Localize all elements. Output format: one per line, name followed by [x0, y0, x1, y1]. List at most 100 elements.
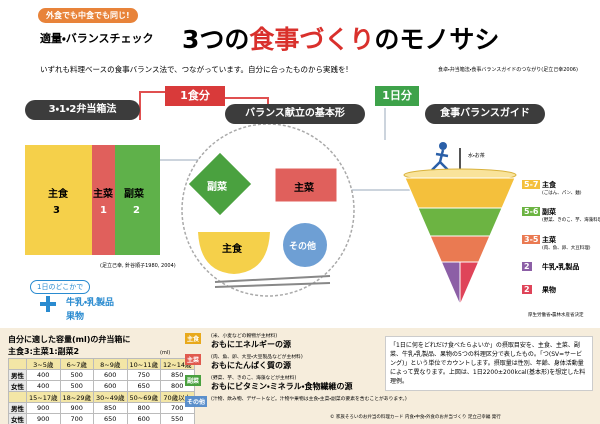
pill: 1日のどこかで — [30, 280, 91, 294]
title-part: 食事づくり — [249, 25, 375, 54]
bento-ratio: 1 — [100, 205, 107, 216]
extra-item: 牛乳・乳製品 — [66, 298, 115, 308]
legend-row: 副菜 (野菜、芋、きのこ、海藻などが主材料) おもにビタミン・ミネラル・食物繊維の源 — [185, 374, 375, 395]
legend-tag: 主食 — [185, 333, 202, 344]
guide-sv: 5-7 — [522, 180, 541, 189]
table-cell: 800 — [126, 402, 161, 414]
table-cell: 500 — [59, 380, 94, 392]
table-row: 女性 900 700 650 600 550 — [8, 413, 195, 424]
guide-note: (ごはん、パン、麺) — [542, 191, 582, 196]
guide-name: 副菜 — [542, 208, 556, 216]
banner: 食事バランスガイド — [425, 104, 545, 124]
legend-row: その他 (汁物、飲み物、デザートなど。汁物や果物は主食・主菜・副菜の要素を含むこと… — [185, 395, 407, 416]
plate-label: 主食 — [222, 244, 242, 255]
table-title: 自分に適した容量(ml)の弁当箱に — [8, 335, 131, 344]
legend-note: (米、小麦などの穀物が主材料) — [211, 334, 278, 339]
table-cell: 900 — [26, 413, 61, 424]
legend-note: (汁物、飲み物、デザートなど。汁物や果物は主食・主菜・副菜の要素を含むことがあり… — [211, 397, 407, 402]
explanation: 「1日に何をどれだけ食べたらよいか」の摂取目安を、主食、主菜、副菜、牛乳・乳製品… — [385, 336, 593, 391]
table-header: 30~49歳 — [93, 391, 128, 403]
legend-tag: その他 — [185, 396, 208, 407]
table-unit: (ml) — [160, 350, 171, 356]
guide-sv: 2 — [522, 285, 532, 294]
guide-top: 水・お茶 — [468, 153, 485, 159]
guide-note: (野菜、きのこ、芋、海藻料理) — [542, 218, 600, 223]
bento-table: 3~5歳 6~7歳 8~9歳 10~11歳 12~14歳 男性 400 500 600 750 85… — [8, 358, 195, 424]
table-cell: 750 — [126, 369, 161, 381]
table-header: 18~29歳 — [59, 391, 94, 403]
legend-row: 主食 (米、小麦などの穀物が主材料) おもにエネルギーの源 — [185, 332, 375, 353]
table-header: 50~69歳 — [126, 391, 161, 403]
legend-text: おもにビタミン・ミネラル・食物繊維の源 — [211, 382, 353, 391]
banner: 1日分 — [375, 86, 419, 106]
table-row: 男性 400 500 600 750 850 — [8, 369, 195, 381]
table-ratio: 主食3:主菜1:副菜2 — [8, 347, 80, 356]
bento-ratio: 2 — [133, 205, 140, 216]
table: 3~5歳 6~7歳 8~9歳 10~11歳 12~14歳 男性 400 500 600 750 85… — [8, 358, 195, 424]
caption: 厚生労働省・農林水産省決定 — [528, 313, 584, 318]
bento-label: 副菜 — [124, 189, 144, 200]
subtitle: いずれも料理ベースの食事バランス法で、つながっています。自分に合ったものから実践… — [40, 65, 349, 74]
table-cell: 650 — [93, 413, 128, 424]
title-part: のモノサシ — [374, 25, 500, 54]
table-row: 15~17歳 18~29歳 30~49歳 50~69歳 70歳以上 — [8, 391, 195, 403]
row-label: 女性 — [8, 380, 27, 392]
legend-note: (野菜、芋、きのこ、海藻などが主材料) — [211, 376, 297, 381]
tag: 外食でも中食でも同じ! — [38, 8, 138, 23]
caption: (足立己幸, 針谷順子1980, 2004) — [100, 263, 176, 269]
table-row: 男性 900 900 850 800 700 — [8, 402, 195, 414]
title-part: 3つの — [182, 25, 250, 54]
bento-ratio: 3 — [53, 205, 60, 216]
guide-name: 果物 — [542, 286, 556, 294]
source: 食卓・弁当箱法・食事バランスガイドのつながり(足立己幸2006) — [438, 67, 578, 73]
bento-label: 主食 — [48, 189, 68, 200]
table-row: 女性 400 500 600 650 800 — [8, 380, 195, 392]
banner: 1食分 — [165, 86, 225, 106]
table-cell: 900 — [59, 402, 94, 414]
kicker: 適量・バランスチェック — [40, 32, 154, 45]
title: 3つの食事づくりのモノサシ — [182, 20, 499, 56]
table-cell — [8, 391, 27, 403]
table-cell: 900 — [26, 402, 61, 414]
table-cell: 400 — [26, 380, 61, 392]
guide-sv: 2 — [522, 262, 532, 271]
guide-sv: 3-5 — [522, 235, 541, 244]
table-cell: 600 — [126, 413, 161, 424]
table-cell: 500 — [59, 369, 94, 381]
row-label: 男性 — [8, 369, 27, 381]
guide-note: (肉、魚、卵、大豆料理) — [542, 246, 591, 251]
guide-name: 主菜 — [542, 236, 556, 244]
table-cell: 850 — [93, 402, 128, 414]
row-label: 男性 — [8, 402, 27, 414]
table-cell: 700 — [59, 413, 94, 424]
legend-text: おもにエネルギーの源 — [211, 340, 291, 349]
table-row: 3~5歳 6~7歳 8~9歳 10~11歳 12~14歳 — [8, 358, 195, 370]
table-header: 6~7歳 — [59, 358, 94, 370]
guide-name: 牛乳・乳製品 — [542, 263, 580, 271]
extra-item: 果物 — [66, 312, 85, 322]
table-header: 10~11歳 — [126, 358, 161, 370]
banner: 3・1・2弁当箱法 — [25, 100, 140, 120]
guide-layer — [404, 177, 516, 209]
guide-layer — [459, 261, 480, 306]
legend-note: (肉、魚、卵、大豆・大豆製品などが主材料) — [211, 355, 303, 360]
bento-label: 主菜 — [93, 189, 113, 200]
plate-label: その他 — [289, 242, 317, 252]
legend-row: 主菜 (肉、魚、卵、大豆・大豆製品などが主材料) おもにたんぱく質の源 — [185, 353, 375, 374]
legend: 主食 (米、小麦などの穀物が主材料) おもにエネルギーの源 主菜 (肉、魚、卵、大豆・大… — [185, 332, 407, 416]
table-header: 8~9歳 — [93, 358, 128, 370]
table-cell: 600 — [93, 380, 128, 392]
legend-text: おもにたんぱく質の源 — [211, 361, 291, 370]
table-header: 3~5歳 — [26, 358, 61, 370]
table-cell: 600 — [93, 369, 128, 381]
legend-tag: 副菜 — [185, 375, 202, 386]
banner: バランス献立の基本形 — [225, 104, 365, 124]
plate-label: 副菜 — [207, 182, 227, 193]
table-header: 15~17歳 — [26, 391, 61, 403]
table-cell — [8, 358, 27, 370]
plate-label: 主菜 — [294, 183, 314, 194]
table-cell: 400 — [26, 369, 61, 381]
guide-layer — [417, 207, 503, 237]
legend-tag: 主菜 — [185, 354, 202, 365]
